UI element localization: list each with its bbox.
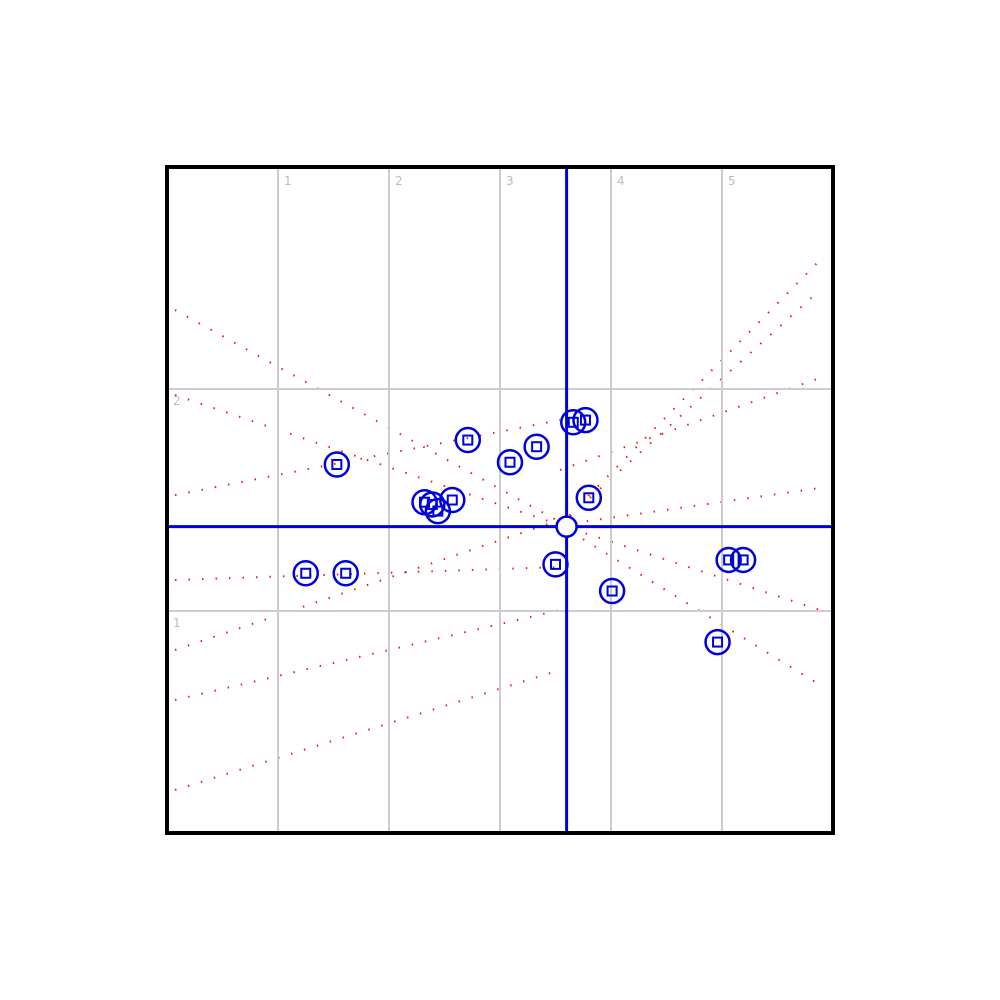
x-tick-label: 1 — [284, 174, 292, 188]
point-part — [579, 414, 591, 426]
point-part — [446, 494, 458, 506]
point-part — [737, 554, 749, 566]
x-tick-label: 5 — [728, 174, 736, 188]
point-part — [332, 560, 359, 587]
point-part — [323, 451, 351, 478]
point — [715, 546, 742, 574]
point — [542, 551, 569, 578]
point-part — [704, 628, 731, 656]
point-part — [300, 567, 312, 579]
point-part — [454, 426, 482, 454]
point — [323, 451, 351, 478]
point-part — [523, 433, 550, 460]
point-part — [560, 409, 587, 436]
point-part — [496, 449, 524, 476]
x-tick-label: 2 — [395, 174, 403, 188]
point-part — [715, 546, 742, 574]
point-part — [550, 558, 561, 570]
x-tick-label: 4 — [617, 174, 625, 188]
point — [332, 560, 359, 587]
point — [523, 433, 550, 460]
point-part — [419, 491, 446, 518]
point-part — [583, 492, 595, 504]
point-part — [340, 567, 352, 579]
point-part — [531, 441, 543, 453]
y-tick-label: 1 — [173, 616, 181, 630]
point — [575, 484, 603, 512]
y-tick-label: 2 — [173, 394, 181, 408]
x-tick-label: 3 — [506, 174, 514, 188]
point — [704, 628, 731, 656]
plot-frame — [165, 165, 835, 835]
point-part — [504, 456, 516, 468]
point — [454, 426, 482, 454]
fit-lines — [174, 259, 821, 791]
point-part — [575, 484, 603, 512]
point-part — [331, 458, 343, 470]
point-part — [572, 406, 599, 434]
crosshair-center — [555, 515, 578, 538]
point-part — [542, 551, 569, 578]
point-part — [462, 434, 474, 446]
point-part — [439, 486, 466, 514]
point — [496, 449, 524, 476]
point-part — [712, 636, 724, 648]
point — [572, 406, 599, 434]
point-part — [606, 585, 618, 597]
point — [439, 486, 466, 514]
point-part — [292, 560, 319, 587]
point-part — [432, 505, 444, 517]
point — [729, 546, 757, 574]
point — [292, 560, 319, 587]
point-part — [729, 546, 757, 574]
point-part — [723, 554, 735, 566]
point — [598, 577, 626, 605]
point-part — [598, 577, 626, 605]
